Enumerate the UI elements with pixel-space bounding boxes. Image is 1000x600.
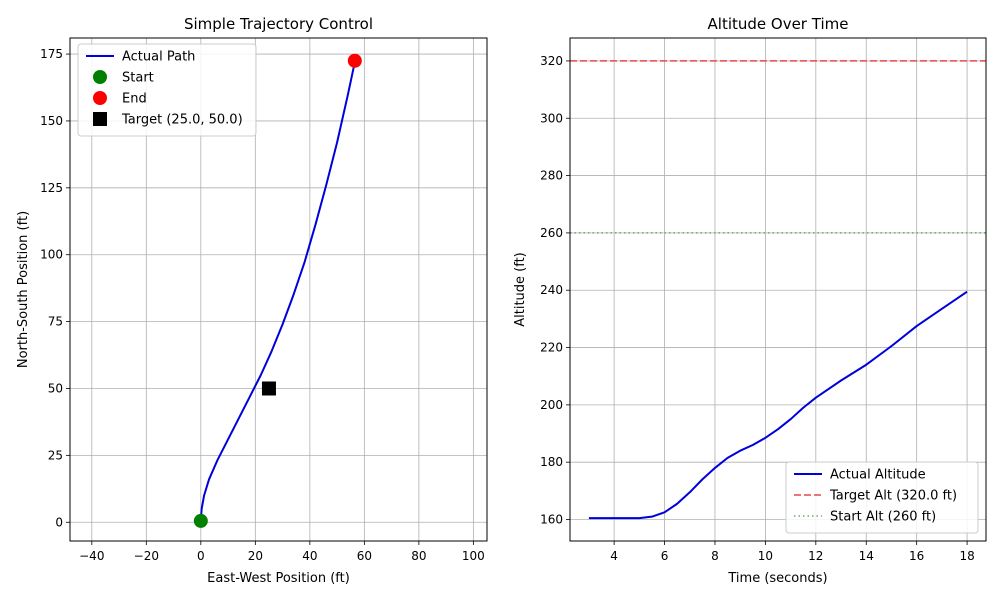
trajectory-axes-frame — [69, 37, 488, 542]
altitude-x-tick-label: 12 — [808, 549, 823, 563]
trajectory-y-tick-label: 25 — [48, 448, 63, 462]
altitude-y-ticks: 160 180 200 220 240 260 280 300 320 — [540, 54, 570, 527]
altitude-x-axis-label: Time (seconds) — [727, 571, 827, 586]
trajectory-panel: −40 −20 0 20 40 60 80 100 0 25 50 75 100 125 150 175 S… — [16, 15, 488, 586]
altitude-panel: 4 6 8 10 12 14 16 18 160 180 200 220 240 260 280 300 32… — [513, 15, 987, 586]
trajectory-legend-box — [77, 43, 257, 137]
trajectory-y-tick-label: 150 — [40, 114, 63, 128]
altitude-x-tick-label: 14 — [859, 549, 874, 563]
trajectory-x-tick-label: 100 — [462, 549, 485, 563]
altitude-axes-frame — [569, 37, 987, 542]
trajectory-grid — [70, 38, 487, 541]
altitude-x-tick-label: 6 — [661, 549, 669, 563]
trajectory-markers — [193, 53, 362, 528]
trajectory-y-tick-label: 125 — [40, 181, 63, 195]
trajectory-x-axis-label: East-West Position (ft) — [207, 571, 350, 586]
altitude-legend-label: Target Alt (320.0 ft) — [829, 489, 957, 504]
trajectory-legend-handle — [93, 112, 107, 126]
trajectory-y-tick-label: 0 — [55, 515, 63, 529]
altitude-x-tick-label: 4 — [610, 549, 618, 563]
altitude-y-tick-label: 320 — [540, 54, 563, 68]
altitude-y-tick-label: 200 — [540, 398, 563, 412]
altitude-x-tick-label: 18 — [959, 549, 974, 563]
altitude-series-actual-altitude-line — [588, 290, 968, 520]
altitude-y-tick-label: 280 — [540, 169, 563, 183]
trajectory-chart-title: Simple Trajectory Control — [184, 15, 373, 33]
trajectory-series-start-marker — [193, 513, 208, 528]
altitude-y-tick-label: 180 — [540, 455, 563, 469]
altitude-legend-box — [785, 461, 979, 534]
altitude-y-tick-label: 220 — [540, 341, 563, 355]
trajectory-x-tick-label: 20 — [248, 549, 263, 563]
trajectory-x-tick-label: 40 — [302, 549, 317, 563]
trajectory-y-tick-label: 175 — [40, 47, 63, 61]
trajectory-x-tick-label: −20 — [134, 549, 159, 563]
altitude-reference-lines — [570, 60, 986, 234]
trajectory-legend-label: Target (25.0, 50.0) — [121, 113, 243, 128]
altitude-legend-label: Start Alt (260 ft) — [830, 510, 936, 525]
trajectory-series-actual-path-line — [199, 61, 356, 521]
altitude-legend: Actual Altitude Target Alt (320.0 ft) Star… — [785, 461, 979, 534]
trajectory-x-tick-label: 80 — [411, 549, 426, 563]
trajectory-x-tick-label: 60 — [357, 549, 372, 563]
altitude-lines — [588, 290, 968, 520]
trajectory-legend-handle — [93, 91, 107, 105]
altitude-x-tick-label: 10 — [758, 549, 773, 563]
altitude-y-tick-label: 300 — [540, 111, 563, 125]
trajectory-series-target-25-0-50-0-marker — [261, 381, 276, 396]
trajectory-legend-label: End — [122, 92, 147, 107]
trajectory-legend: Actual Path Start End Target (25.0, 50.0) — [77, 43, 257, 137]
altitude-y-tick-label: 160 — [540, 513, 563, 527]
trajectory-x-tick-label: −40 — [79, 549, 104, 563]
trajectory-series-end-marker — [347, 53, 362, 68]
trajectory-legend-label: Actual Path — [122, 50, 195, 65]
trajectory-legend-label: Start — [122, 71, 154, 86]
trajectory-y-tick-label: 50 — [48, 381, 63, 395]
altitude-chart-title: Altitude Over Time — [708, 15, 849, 33]
altitude-x-tick-label: 16 — [909, 549, 924, 563]
altitude-x-ticks: 4 6 8 10 12 14 16 18 — [610, 541, 975, 563]
trajectory-y-tick-label: 100 — [40, 248, 63, 262]
trajectory-y-ticks: 0 25 50 75 100 125 150 175 — [40, 47, 70, 529]
altitude-y-tick-label: 240 — [540, 283, 563, 297]
trajectory-y-axis-label: North-South Position (ft) — [16, 211, 31, 368]
altitude-x-tick-label: 8 — [711, 549, 719, 563]
trajectory-x-tick-label: 0 — [197, 549, 205, 563]
trajectory-legend-handle — [93, 70, 107, 84]
trajectory-lines — [199, 61, 356, 521]
altitude-y-tick-label: 260 — [540, 226, 563, 240]
trajectory-x-ticks: −40 −20 0 20 40 60 80 100 — [79, 541, 485, 563]
altitude-legend-label: Actual Altitude — [830, 468, 926, 483]
trajectory-y-tick-label: 75 — [48, 315, 63, 329]
altitude-y-axis-label: Altitude (ft) — [513, 252, 528, 327]
